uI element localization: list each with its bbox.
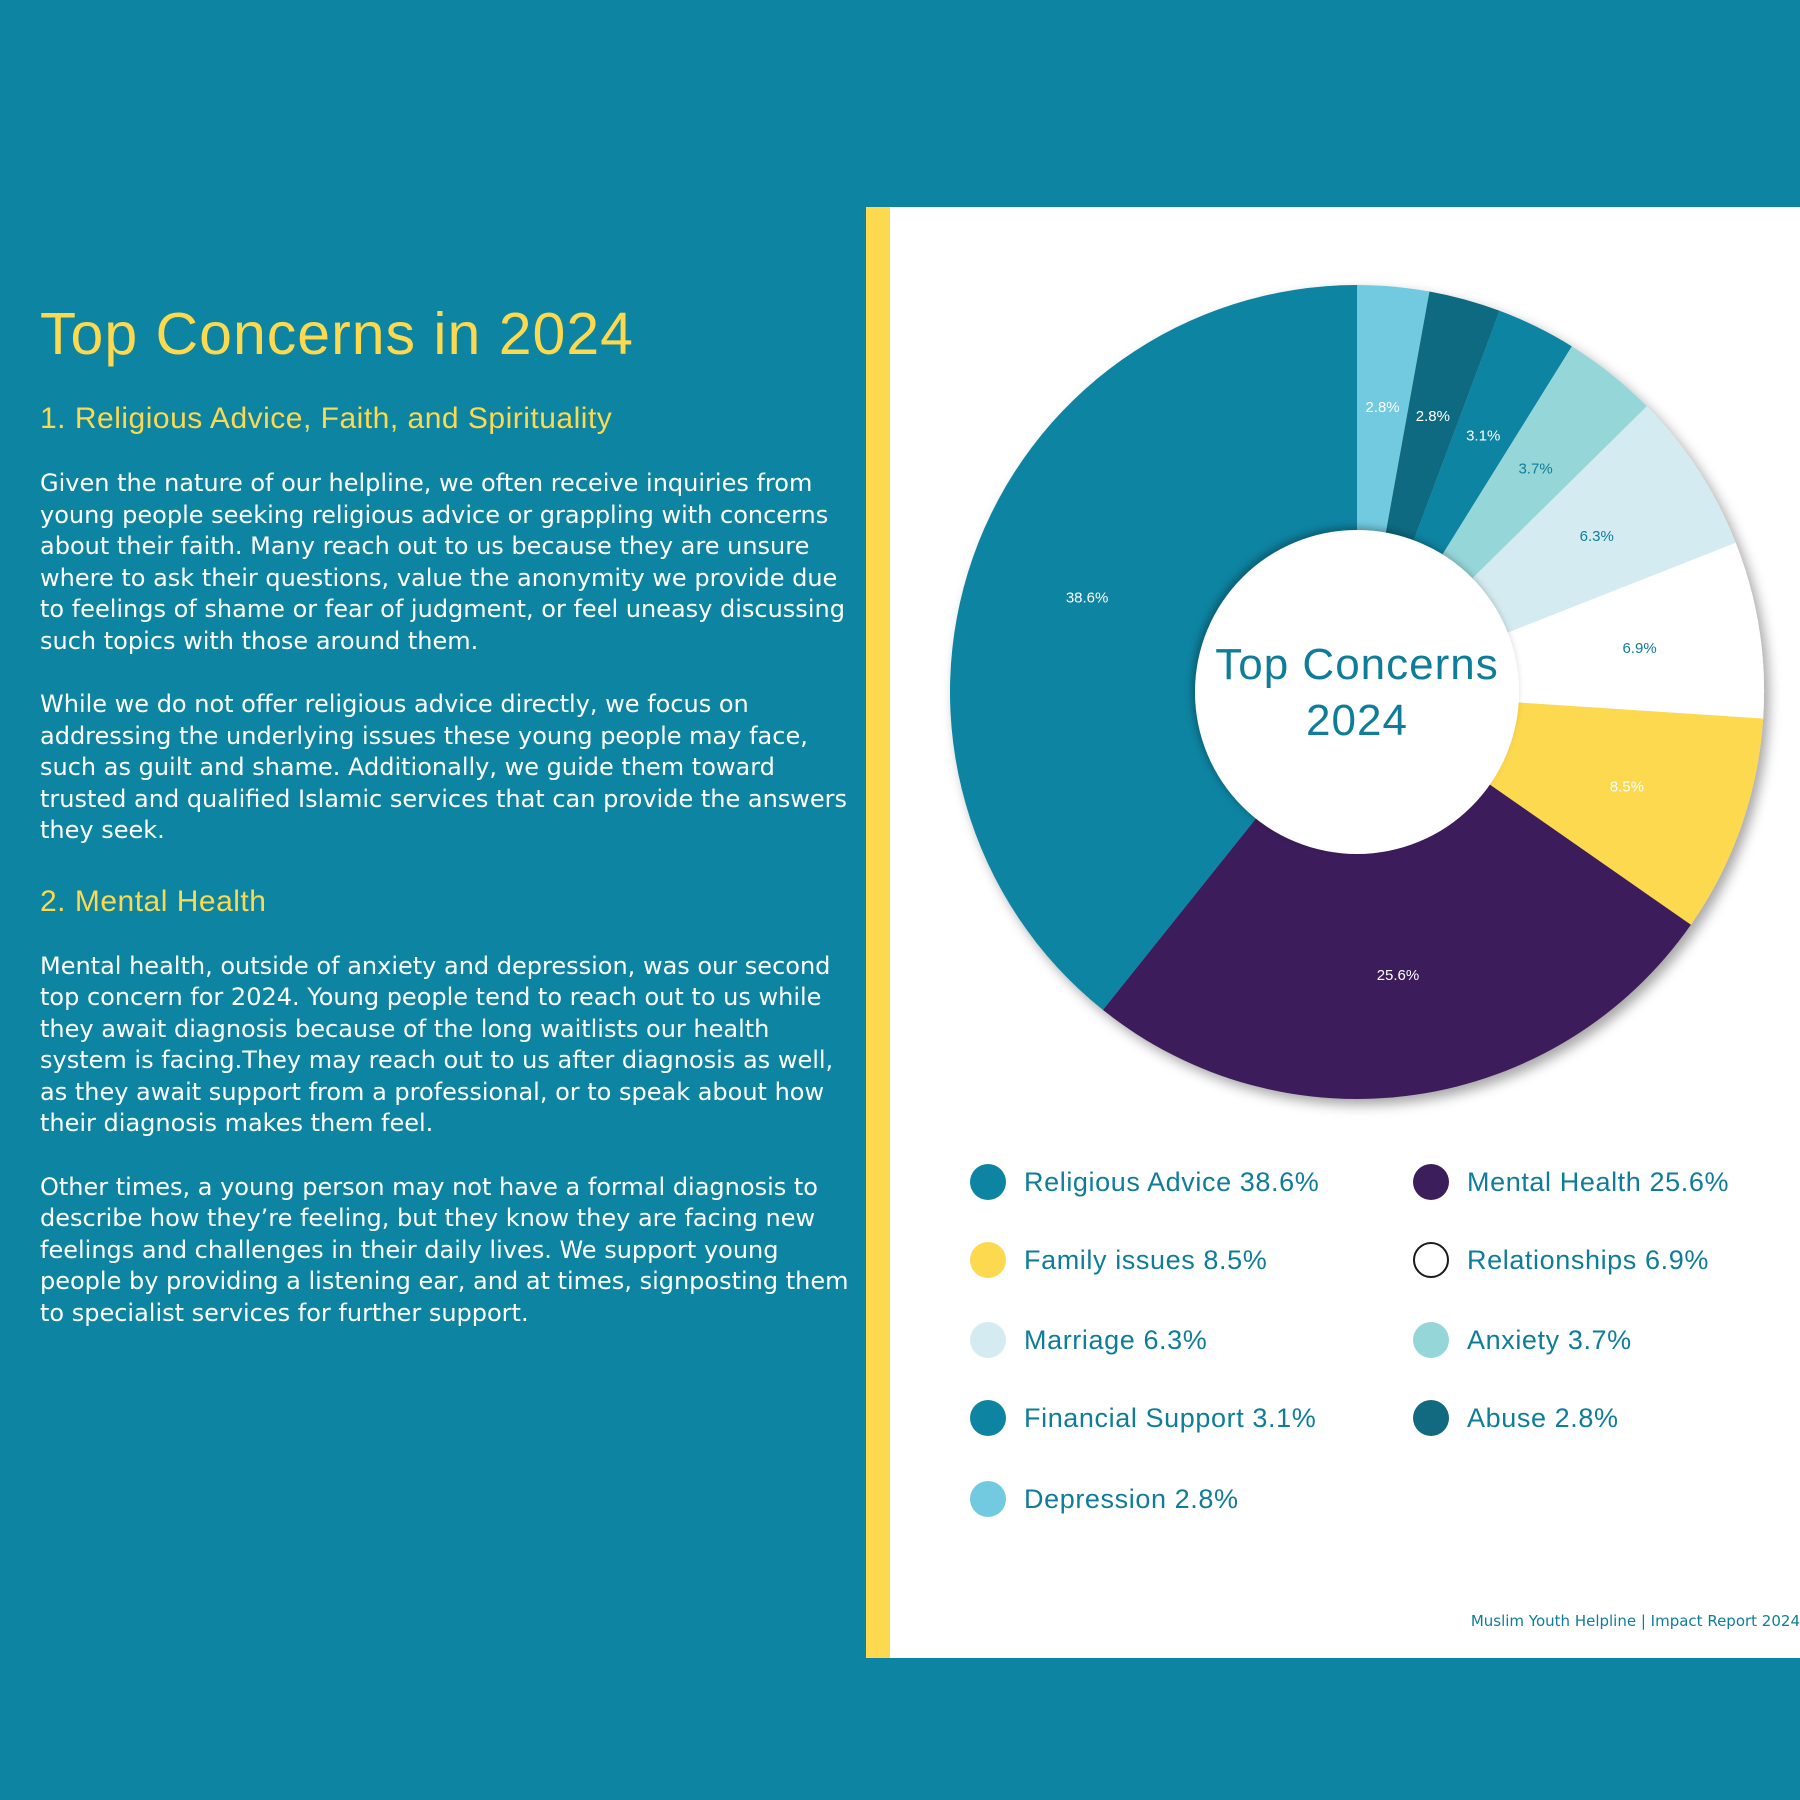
legend-label: Anxiety 3.7% [1467, 1324, 1632, 1355]
legend-swatch [1413, 1400, 1449, 1436]
slice-label-marriage: 6.3% [1580, 528, 1614, 545]
legend-label: Relationships 6.9% [1467, 1244, 1709, 1275]
legend-swatch [1413, 1322, 1449, 1358]
slice-mental-health [1102, 692, 1691, 1099]
legend-label: Financial Support 3.1% [1024, 1402, 1317, 1433]
legend-label: Family issues 8.5% [1024, 1244, 1268, 1275]
legend-item-depression: Depression 2.8% [970, 1479, 1239, 1519]
legend-item-financial-support: Financial Support 3.1% [970, 1398, 1316, 1438]
slice-label-family-issues: 8.5% [1610, 779, 1644, 796]
legend-swatch [970, 1400, 1006, 1436]
legend-item-abuse: Abuse 2.8% [1413, 1398, 1619, 1438]
legend-swatch [1413, 1242, 1449, 1278]
section2-paragraph-1: Mental health, outside of anxiety and de… [40, 951, 834, 1138]
legend-item-religious-advice: Religious Advice 38.6% [970, 1162, 1319, 1202]
section2-paragraph-2: Other times, a young person may not have… [40, 1172, 849, 1327]
legend-swatch [970, 1481, 1006, 1517]
report-footer: Muslim Youth Helpline | Impact Report 20… [1470, 1612, 1800, 1630]
page-title: Top Concerns in 2024 [40, 301, 634, 367]
legend-swatch [970, 1164, 1006, 1200]
center-label-line1: Top Concerns [1215, 640, 1498, 689]
section2-heading: 2. Mental Health [40, 884, 267, 918]
section1-paragraph-1: Given the nature of our helpline, we oft… [40, 469, 845, 655]
slice-label-abuse: 2.8% [1416, 408, 1450, 425]
legend-swatch [1413, 1164, 1449, 1200]
legend-label: Mental Health 25.6% [1467, 1166, 1730, 1197]
slice-label-financial-support: 3.1% [1466, 427, 1500, 444]
slice-labels: 2.8% 2.8% 3.1% 3.7% 6.3% 6.9% 8.5% 25.6% 38.6% [1066, 399, 1657, 984]
slice-label-religious-advice: 38.6% [1066, 589, 1109, 606]
legend-item-mental-health: Mental Health 25.6% [1413, 1162, 1729, 1202]
legend-label: Marriage 6.3% [1024, 1324, 1208, 1355]
legend-label: Abuse 2.8% [1467, 1402, 1619, 1433]
section1-paragraph-2: While we do not offer religious advice d… [40, 690, 848, 844]
legend-item-family-issues: Family issues 8.5% [970, 1240, 1267, 1280]
text-column: Top Concerns in 2024 1. Religious Advice… [40, 300, 860, 1329]
slice-label-mental-health: 25.6% [1377, 967, 1420, 984]
donut-hole [1195, 530, 1519, 854]
legend-swatch [970, 1322, 1006, 1358]
accent-strip [866, 207, 890, 1658]
legend-item-marriage: Marriage 6.3% [970, 1320, 1207, 1360]
legend-label: Religious Advice 38.6% [1024, 1166, 1320, 1197]
legend-item-relationships: Relationships 6.9% [1413, 1240, 1709, 1280]
section1-heading: 1. Religious Advice, Faith, and Spiritua… [40, 402, 613, 435]
slice-label-relationships: 6.9% [1622, 640, 1656, 657]
legend-swatch [970, 1242, 1006, 1278]
slice-label-anxiety: 3.7% [1518, 461, 1552, 478]
slice-religious-advice [950, 285, 1357, 1010]
legend-label: Depression 2.8% [1024, 1483, 1239, 1514]
center-label-line2: 2024 [1306, 696, 1408, 745]
legend-item-anxiety: Anxiety 3.7% [1413, 1320, 1632, 1360]
slice-label-depression: 2.8% [1365, 399, 1399, 416]
